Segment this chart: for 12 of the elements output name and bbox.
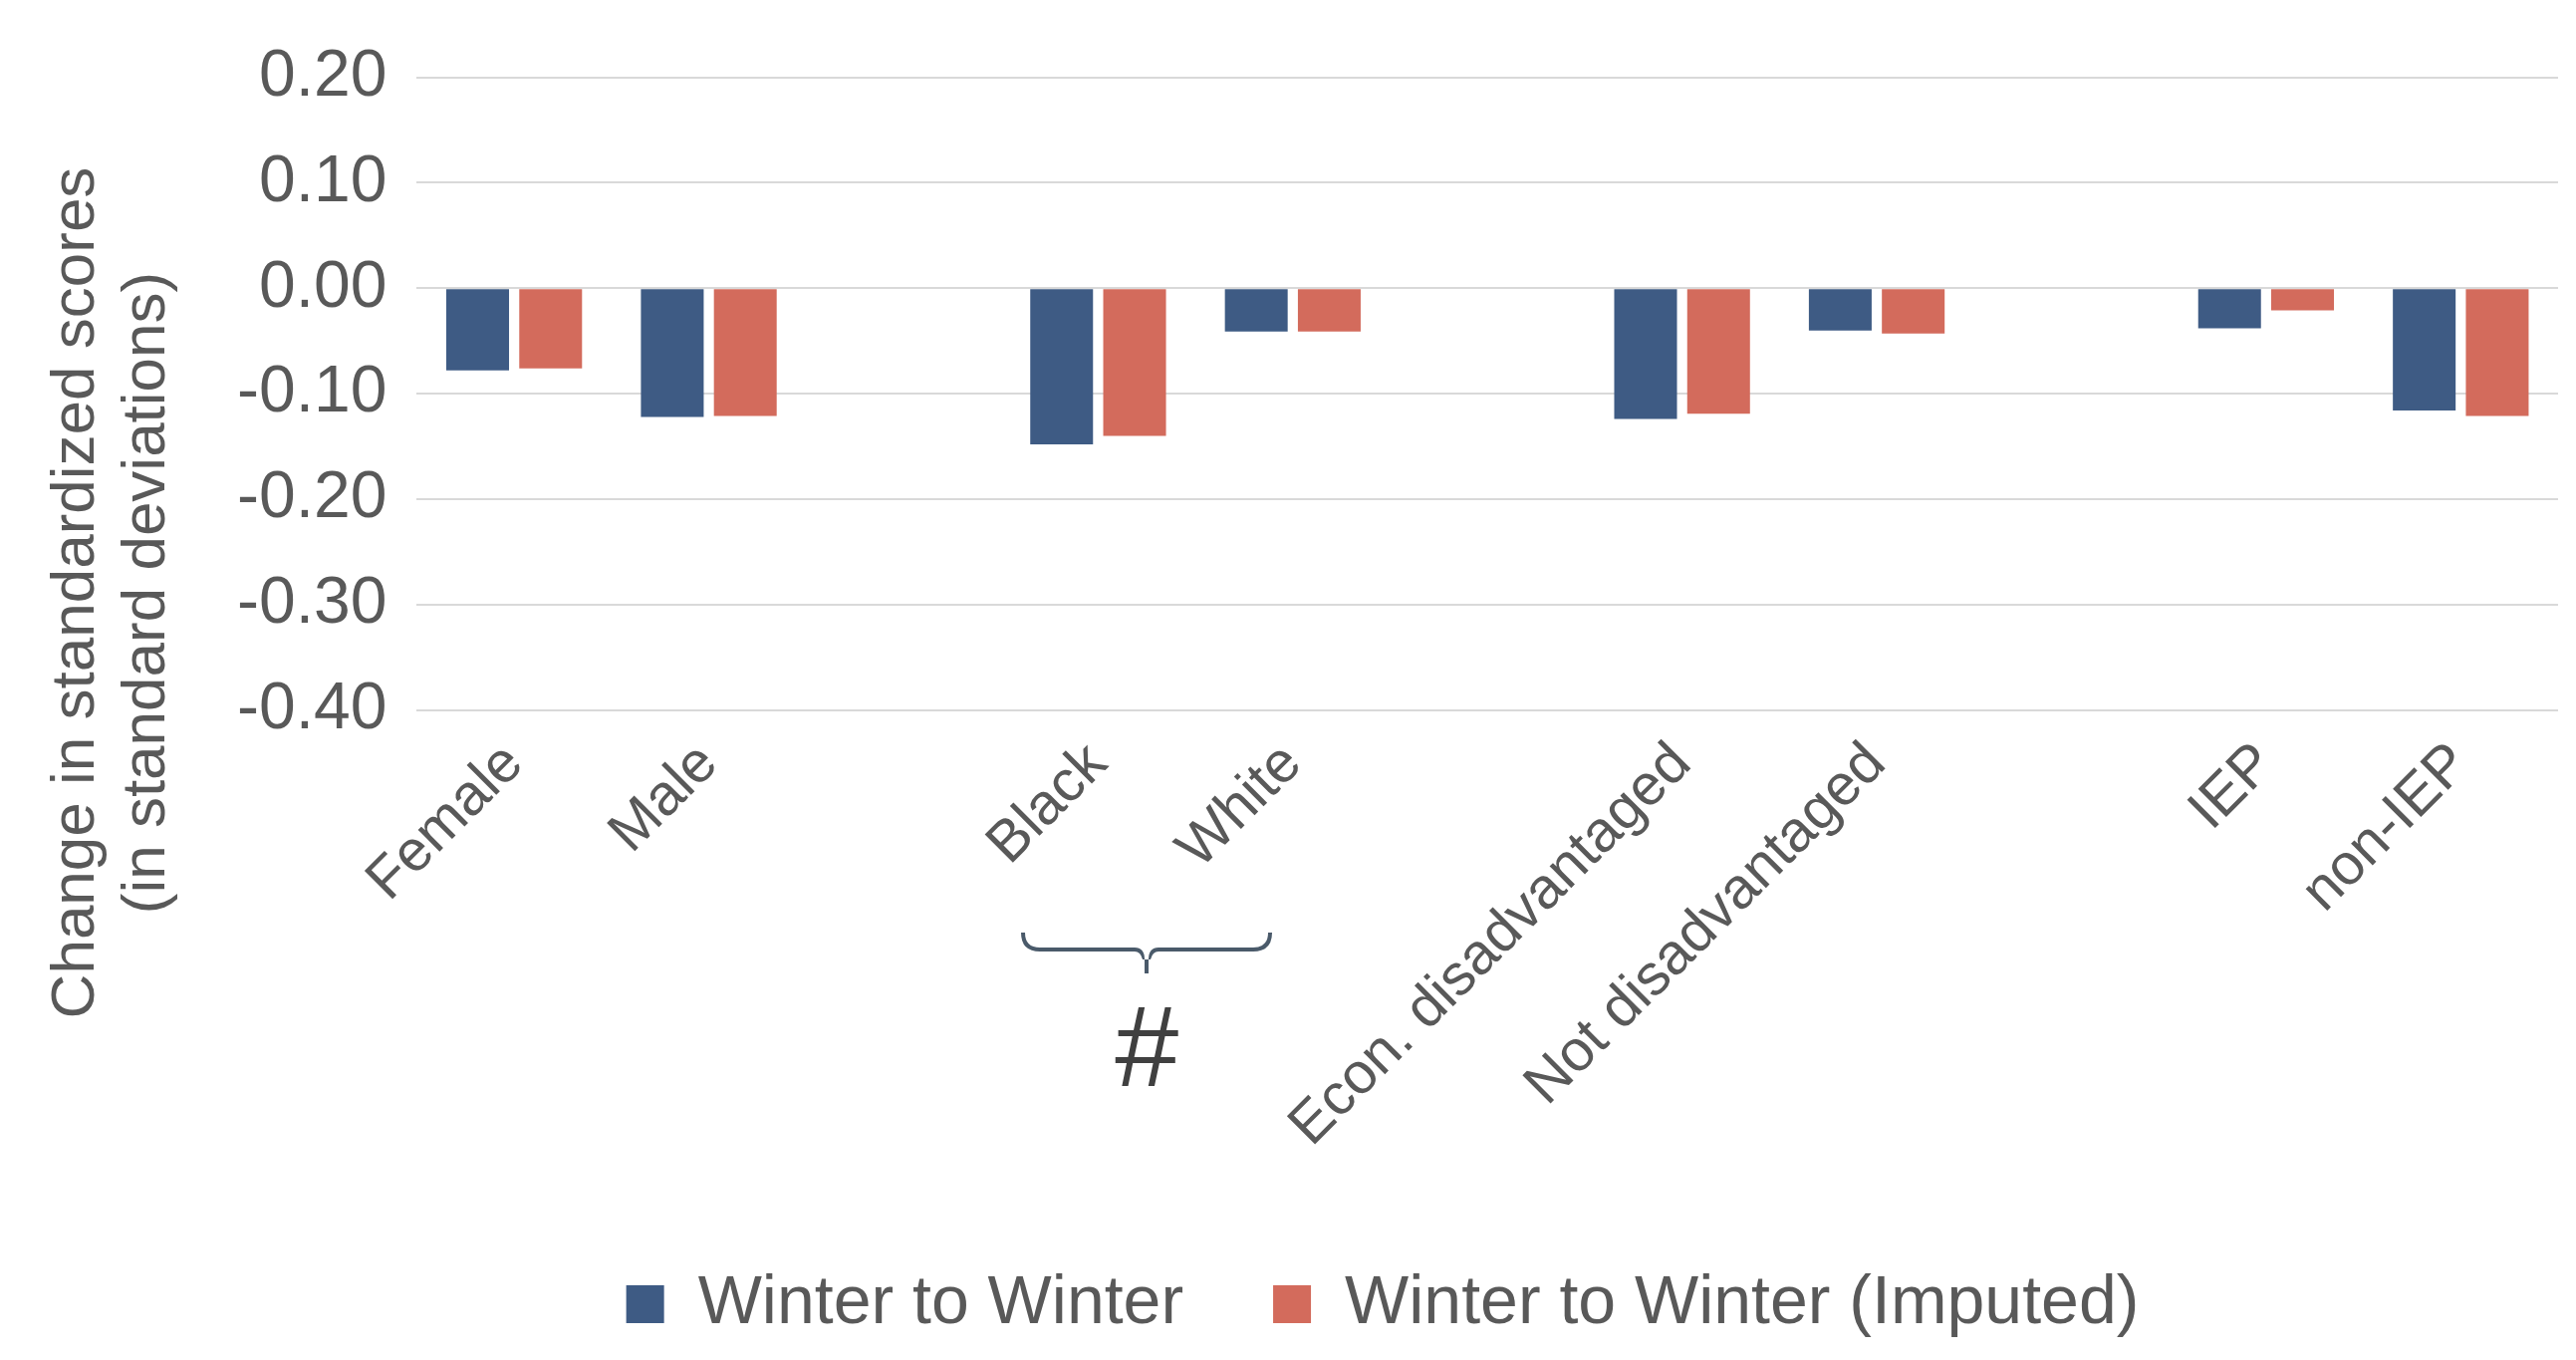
y-tick-label: 0.10 <box>258 140 387 215</box>
x-tick-label: IEP <box>2174 728 2286 841</box>
y-tick-label: -0.10 <box>237 352 387 426</box>
y-tick-label: -0.20 <box>237 457 387 532</box>
y-tick-label: -0.40 <box>237 668 387 742</box>
y-tick-label: -0.30 <box>237 563 387 638</box>
y-axis-title: Change in standardized scores (in standard deviations) <box>36 166 178 1019</box>
legend-label: Winter to Winter <box>697 1260 1184 1337</box>
text: # <box>1114 982 1180 1110</box>
y-tick-label: 0.00 <box>258 246 387 321</box>
y-tick-label: 0.20 <box>258 35 387 110</box>
legend-label: Winter to Winter (Imputed) <box>1345 1260 2140 1337</box>
